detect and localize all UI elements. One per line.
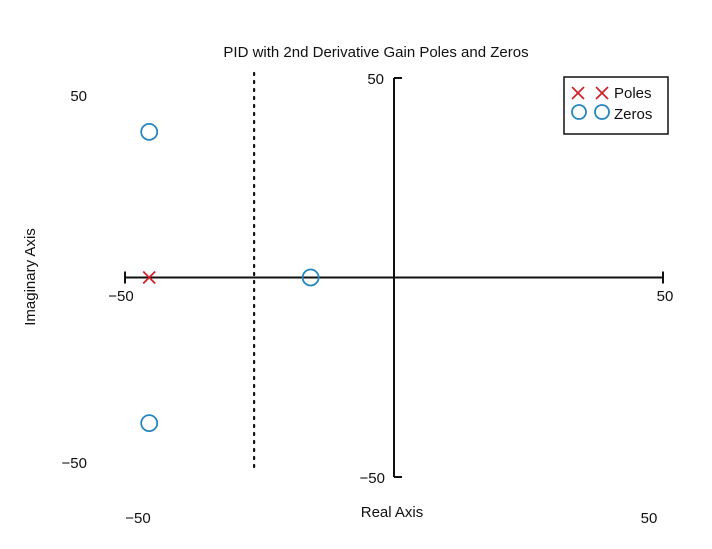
legend-zero-icon-1 [571,104,587,120]
y-axis-label: Imaginary Axis [22,228,39,326]
legend-pole-icon-1 [571,86,585,100]
legend: Poles Zeros [563,76,669,135]
zero-marker-2 [140,414,159,433]
chart-title: PID with 2nd Derivative Gain Poles and Z… [223,44,528,61]
frame-tick-y-top: 50 [70,88,87,105]
legend-pole-icon-1-stroke-b [571,86,585,100]
legend-zero-icon-2 [594,104,610,120]
legend-pole-icon-2 [595,86,609,100]
legend-pole-icon-2-stroke-b [595,86,609,100]
frame-tick-x-left: −50 [125,510,150,527]
axis-tick-imag-top: 50 [367,71,384,88]
legend-icons [571,86,610,120]
frame-tick-y-bottom: −50 [62,455,87,472]
marks-layer [140,122,320,433]
zero-marker-0 [140,122,159,141]
legend-label-poles: Poles [614,85,652,102]
x-axis-label: Real Axis [361,504,424,521]
axis-tick-real-right: 50 [657,288,674,305]
pole-marker-0 [142,270,156,285]
axis-tick-real-left: −50 [108,288,133,305]
axis-tick-imag-bottom: −50 [360,470,385,487]
axes-layer [124,71,664,478]
pole-marker-0-stroke-b [142,270,156,285]
frame-tick-x-right: 50 [641,510,658,527]
zero-marker-1 [301,268,320,287]
legend-label-zeros: Zeros [614,106,652,123]
